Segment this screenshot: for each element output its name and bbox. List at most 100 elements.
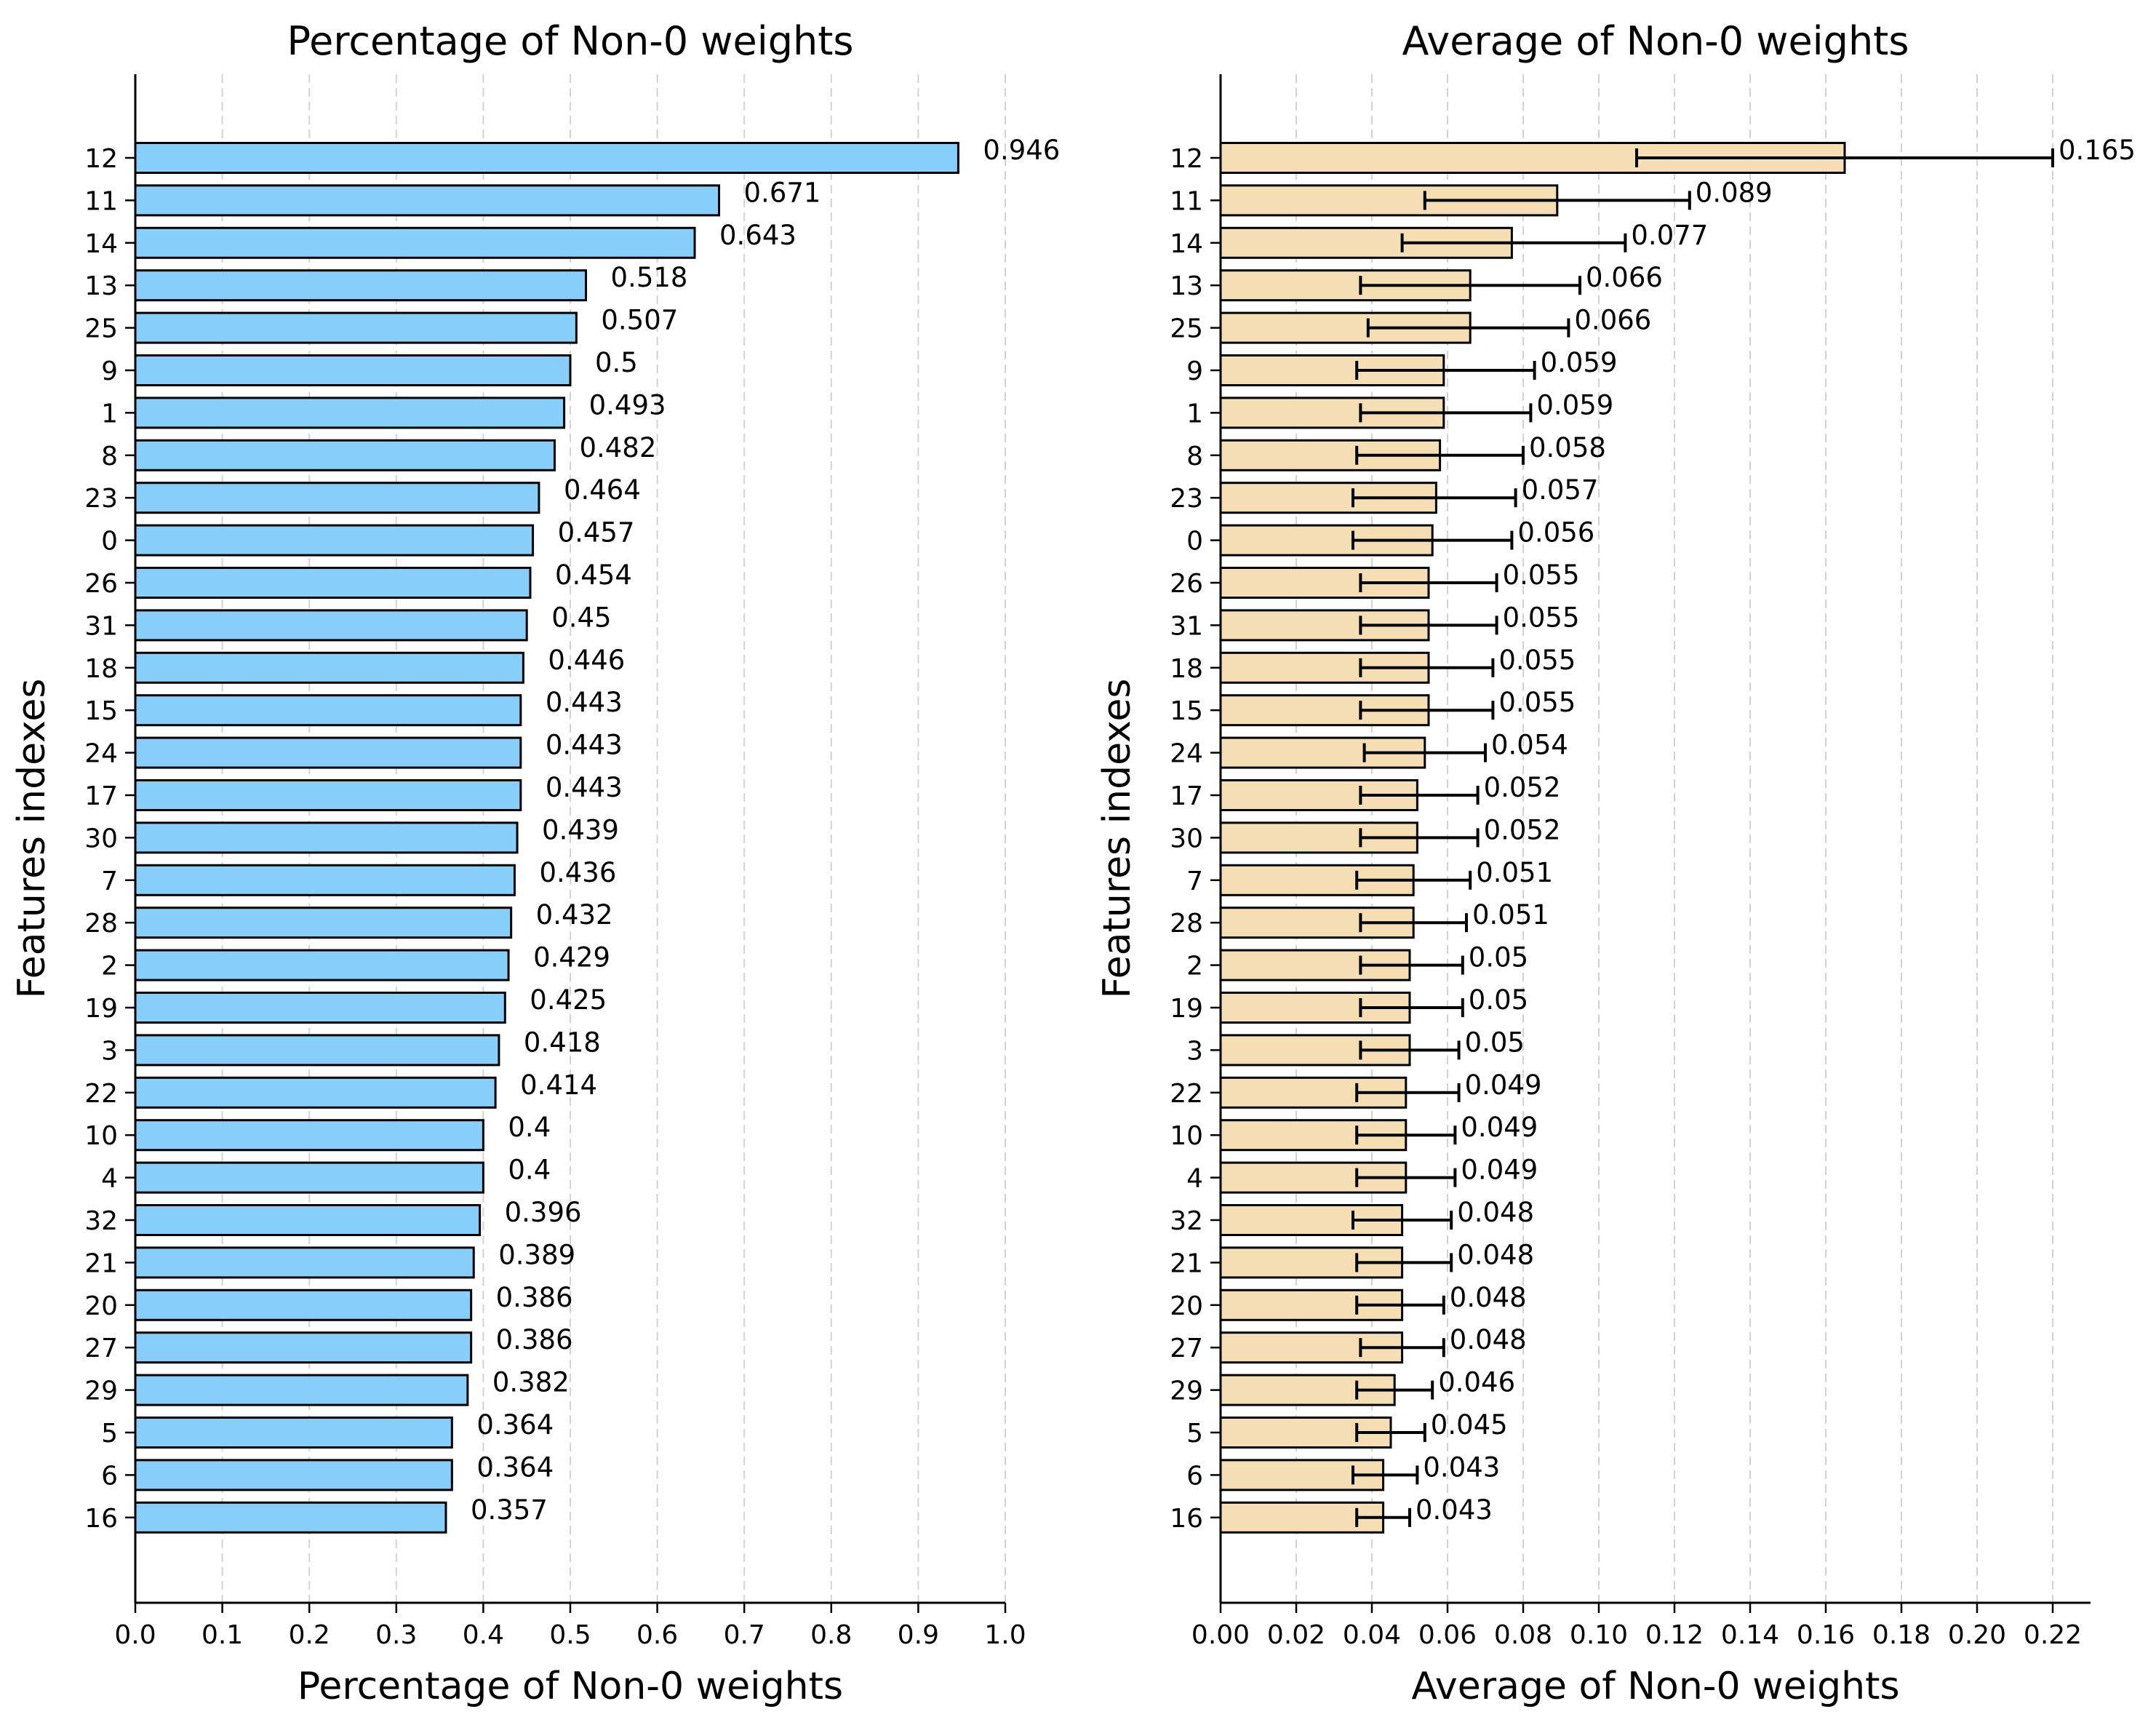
right-y-tick-label: 0 <box>1186 527 1203 557</box>
right-value-label: 0.051 <box>1476 857 1553 888</box>
right-value-label: 0.055 <box>1498 687 1576 718</box>
left-bar <box>134 311 578 344</box>
left-value-label: 0.382 <box>492 1367 570 1398</box>
right-error-bar <box>1355 1168 1457 1187</box>
left-y-tick-label: 32 <box>84 1206 118 1236</box>
right-value-label: 0.165 <box>2059 135 2136 166</box>
left-value-label: 0.946 <box>983 135 1060 166</box>
right-y-tick-label: 28 <box>1170 909 1203 939</box>
left-value-label: 0.446 <box>548 645 625 676</box>
left-bar <box>134 1501 447 1534</box>
left-bar <box>134 821 519 854</box>
left-y-tick-label: 14 <box>84 229 118 259</box>
right-value-label: 0.05 <box>1469 942 1528 973</box>
right-y-tick-label: 29 <box>1170 1377 1203 1406</box>
right-y-tick-label: 14 <box>1170 229 1203 259</box>
right-y-tick-label: 4 <box>1186 1164 1203 1194</box>
left-bar <box>134 1204 482 1236</box>
right-error-bar <box>1352 1465 1419 1485</box>
left-bar <box>134 1288 473 1321</box>
right-error-bar <box>1359 701 1495 720</box>
right-y-tick-label: 7 <box>1186 867 1203 896</box>
right-x-tick-label: 0.02 <box>1267 1620 1325 1650</box>
left-bar <box>134 397 566 429</box>
right-x-tick-label: 0.04 <box>1343 1620 1401 1650</box>
right-value-label: 0.043 <box>1423 1451 1500 1483</box>
right-error-bar <box>1359 276 1581 295</box>
right-x-tick-label: 0.08 <box>1494 1620 1552 1650</box>
right-error-bar <box>1359 1040 1461 1060</box>
right-x-tick-label: 0.14 <box>1721 1620 1779 1650</box>
left-y-tick-label: 10 <box>84 1121 118 1151</box>
right-y-tick-label: 6 <box>1186 1461 1203 1491</box>
right-y-tick-label: 31 <box>1170 611 1203 641</box>
right-x-tick-label: 0.10 <box>1570 1620 1628 1650</box>
left-y-tick-label: 17 <box>84 781 118 811</box>
left-bar <box>134 779 522 811</box>
left-value-label: 0.4 <box>508 1112 551 1143</box>
right-value-label: 0.05 <box>1465 1027 1525 1058</box>
right-error-bar <box>1355 1083 1461 1102</box>
left-x-axis-label: Percentage of Non-0 weights <box>298 1665 843 1708</box>
left-y-tick-label: 1 <box>101 399 118 429</box>
right-value-label: 0.089 <box>1696 177 1773 208</box>
left-y-axis-label: Features indexes <box>10 679 54 999</box>
right-y-tick-label: 5 <box>1186 1419 1203 1449</box>
left-y-tick-label: 7 <box>101 867 118 896</box>
left-x-tick-label: 0.7 <box>724 1620 765 1650</box>
right-value-label: 0.05 <box>1469 984 1528 1016</box>
left-value-label: 0.4 <box>508 1155 551 1186</box>
right-y-tick-label: 12 <box>1170 144 1203 174</box>
left-y-tick-label: 21 <box>84 1248 118 1278</box>
left-x-tick-label: 0.1 <box>201 1620 243 1650</box>
right-value-label: 0.046 <box>1438 1367 1515 1398</box>
left-bar <box>134 142 959 174</box>
left-value-label: 0.429 <box>533 942 610 973</box>
left-y-tick-label: 16 <box>84 1504 118 1534</box>
right-error-bar <box>1355 1295 1445 1315</box>
right-y-tick-label: 19 <box>1170 994 1203 1024</box>
left-x-tick-label: 1.0 <box>984 1620 1026 1650</box>
left-bar <box>134 1459 453 1491</box>
left-bar <box>134 1161 484 1194</box>
right-y-tick-label: 26 <box>1170 569 1203 599</box>
right-error-bar <box>1359 913 1468 933</box>
left-x-tick-label: 0.5 <box>549 1620 591 1650</box>
left-x-tick-label: 0.2 <box>289 1620 330 1650</box>
left-y-tick-label: 4 <box>101 1164 118 1194</box>
left-y-tick-label: 31 <box>84 611 118 641</box>
left-value-label: 0.643 <box>719 220 796 251</box>
left-bar <box>134 1374 469 1406</box>
left-bar <box>134 907 513 939</box>
left-x-tick-label: 0.8 <box>810 1620 852 1650</box>
right-error-bar <box>1359 658 1495 677</box>
right-value-label: 0.043 <box>1416 1494 1493 1526</box>
right-bars: 0.165 0.089 0.077 0.066 0.066 0.059 0.059 0.058… <box>1219 135 2136 1534</box>
left-bar <box>134 992 506 1024</box>
left-value-label: 0.386 <box>496 1282 573 1313</box>
right-y-tick-label: 21 <box>1170 1248 1203 1278</box>
left-value-label: 0.482 <box>579 432 656 463</box>
left-bar <box>134 609 528 642</box>
right-y-axis-label: Features indexes <box>1095 679 1139 999</box>
left-y-tick-label: 6 <box>101 1461 118 1491</box>
right-value-label: 0.045 <box>1431 1409 1508 1441</box>
right-y-tick-label: 22 <box>1170 1079 1203 1109</box>
right-y-tick-label: 16 <box>1170 1504 1203 1534</box>
left-bar <box>134 651 524 684</box>
left-value-label: 0.418 <box>524 1027 601 1058</box>
right-value-label: 0.049 <box>1465 1069 1542 1101</box>
right-y-tick-label: 32 <box>1170 1206 1203 1236</box>
right-y-tick-label: 25 <box>1170 314 1203 344</box>
right-x-axis-label: Average of Non-0 weights <box>1411 1665 1899 1708</box>
left-y-tick-label: 26 <box>84 569 118 599</box>
right-value-label: 0.077 <box>1631 220 1708 251</box>
right-value-label: 0.048 <box>1450 1282 1527 1313</box>
right-y-tick-label: 3 <box>1186 1036 1203 1066</box>
left-bar <box>134 1417 453 1449</box>
right-error-bar <box>1635 148 2054 167</box>
left-y-tick-label: 13 <box>84 271 118 301</box>
right-y-tick-label: 18 <box>1170 654 1203 684</box>
left-value-label: 0.457 <box>558 517 635 549</box>
right-value-label: 0.055 <box>1503 559 1580 591</box>
